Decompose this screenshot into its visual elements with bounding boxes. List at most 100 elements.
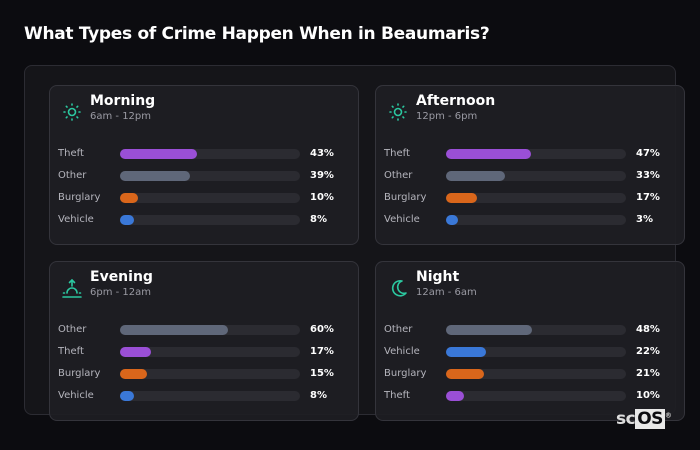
crime-label: Burglary [58,368,101,379]
crime-percent: 48% [636,324,660,335]
card-title: Night [416,269,460,285]
crime-percent: 17% [636,192,660,203]
bar-track [446,193,626,203]
crime-row: Vehicle 3% [384,213,674,227]
bar-track [120,193,300,203]
scos-logo: sc OS ® [616,409,672,429]
logo-text: sc [616,409,636,429]
bar-fill [120,369,147,379]
crime-percent: 3% [636,214,653,225]
crime-label: Vehicle [58,214,94,225]
crime-row: Other 33% [384,169,674,183]
crime-label: Vehicle [58,390,94,401]
bar-track [120,325,300,335]
crime-label: Burglary [384,368,427,379]
bar-fill [446,391,464,401]
crime-row: Vehicle 8% [58,389,348,403]
sun-icon [63,103,81,121]
bar-track [120,149,300,159]
bar-track [446,347,626,357]
bar-track [120,369,300,379]
crime-percent: 10% [636,390,660,401]
card-time-range: 6am - 12pm [90,111,152,122]
bar-fill [446,193,477,203]
bar-fill [120,391,135,401]
bar-fill [120,347,151,357]
moon-icon [391,279,407,297]
crime-percent: 10% [310,192,334,203]
crime-label: Theft [58,148,84,159]
bar-fill [120,193,138,203]
card-night: Night 12am - 6am Other 48% Vehicle 22% B… [375,261,685,421]
crime-label: Vehicle [384,346,420,357]
crime-label: Theft [384,390,410,401]
sun-icon [389,103,407,121]
bar-track [446,391,626,401]
crime-row: Other 60% [58,323,348,337]
bar-fill [446,325,533,335]
crime-label: Other [58,324,87,335]
crime-percent: 39% [310,170,334,181]
crime-percent: 60% [310,324,334,335]
card-afternoon: Afternoon 12pm - 6pm Theft 47% Other 33%… [375,85,685,245]
crime-percent: 33% [636,170,660,181]
crime-label: Other [58,170,87,181]
bar-track [446,149,626,159]
crime-row: Other 48% [384,323,674,337]
bar-fill [446,149,531,159]
crime-row: Vehicle 22% [384,345,674,359]
crime-row: Burglary 17% [384,191,674,205]
crime-row: Theft 10% [384,389,674,403]
crime-label: Theft [384,148,410,159]
bar-fill [446,347,486,357]
bar-track [446,369,626,379]
sunrise-icon [62,278,82,298]
bar-track [446,171,626,181]
crime-row: Theft 17% [58,345,348,359]
crime-percent: 21% [636,368,660,379]
page-title: What Types of Crime Happen When in Beaum… [24,24,490,44]
bar-track [120,171,300,181]
bar-fill [120,325,228,335]
bar-track [120,391,300,401]
card-title: Morning [90,93,156,109]
crime-row: Burglary 10% [58,191,348,205]
bar-track [120,347,300,357]
crime-label: Other [384,324,413,335]
bar-fill [446,215,458,225]
crime-label: Vehicle [384,214,420,225]
card-title: Evening [90,269,153,285]
card-time-range: 12pm - 6pm [416,111,478,122]
crime-percent: 22% [636,346,660,357]
crime-row: Vehicle 8% [58,213,348,227]
bar-track [120,215,300,225]
crime-label: Other [384,170,413,181]
bar-fill [446,171,506,181]
crime-percent: 8% [310,214,327,225]
crime-label: Theft [58,346,84,357]
crime-percent: 15% [310,368,334,379]
crime-label: Burglary [384,192,427,203]
crime-row: Theft 47% [384,147,674,161]
bar-fill [120,171,191,181]
crime-label: Burglary [58,192,101,203]
bar-track [446,215,626,225]
bar-track [446,325,626,335]
card-morning: Morning 6am - 12pm Theft 43% Other 39% B… [49,85,359,245]
crime-percent: 47% [636,148,660,159]
crime-row: Burglary 21% [384,367,674,381]
card-time-range: 12am - 6am [416,287,477,298]
crime-row: Other 39% [58,169,348,183]
registered-mark: ® [664,411,672,420]
bar-fill [120,215,135,225]
card-evening: Evening 6pm - 12am Other 60% Theft 17% B… [49,261,359,421]
crime-row: Theft 43% [58,147,348,161]
logo-text-os: OS [635,409,665,429]
crime-percent: 8% [310,390,327,401]
crime-row: Burglary 15% [58,367,348,381]
bar-fill [446,369,484,379]
crime-percent: 43% [310,148,334,159]
bar-fill [120,149,198,159]
crime-percent: 17% [310,346,334,357]
card-title: Afternoon [416,93,496,109]
